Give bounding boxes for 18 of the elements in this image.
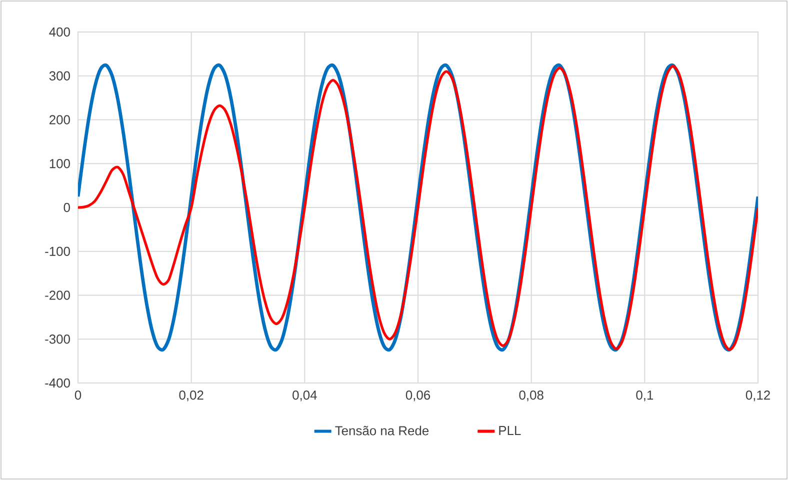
- x-tick-label: 0,06: [406, 390, 430, 402]
- y-tick-label: 100: [50, 159, 70, 168]
- y-tick-label: -100: [45, 246, 70, 256]
- x-tick-label: 0,1: [636, 390, 654, 402]
- legend-label: PLL: [499, 426, 521, 435]
- x-tick-label: 0,02: [179, 390, 204, 402]
- y-tick-label: 200: [50, 115, 70, 124]
- x-tick-label: 0,08: [519, 390, 544, 402]
- x-tick-label: 0,12: [746, 390, 770, 402]
- y-tick-label: 400: [49, 27, 70, 37]
- y-tick-label: 300: [49, 71, 70, 80]
- y-tick-label: -200: [45, 290, 70, 300]
- x-tick-label: 0,04: [292, 390, 317, 402]
- y-tick-label: -300: [45, 334, 70, 344]
- legend-label: Tensão na Rede: [335, 426, 429, 436]
- x-tick-label: 0: [74, 390, 82, 400]
- y-tick-label: 0: [64, 202, 70, 212]
- y-tick-label: -400: [45, 378, 70, 388]
